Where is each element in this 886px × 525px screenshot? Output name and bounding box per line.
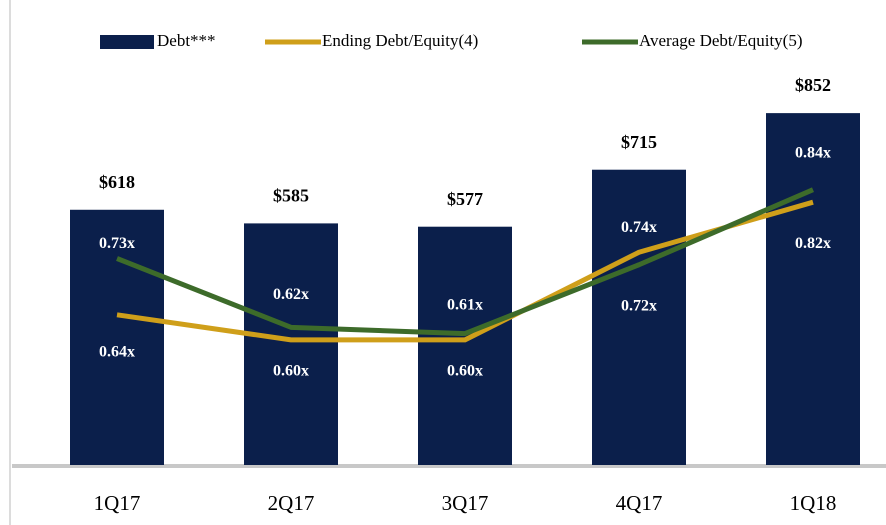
bar (244, 223, 338, 465)
value-label: 0.64x (99, 343, 135, 360)
value-label: 0.73x (99, 235, 135, 252)
legend-label: Average Debt/Equity(5) (639, 31, 802, 50)
x-tick-label: 3Q17 (442, 491, 489, 515)
line (116, 199, 814, 343)
line (116, 187, 814, 337)
legend-swatch (100, 35, 154, 49)
value-label: $577 (447, 189, 483, 209)
value-label: 0.60x (447, 363, 483, 380)
value-label: $852 (795, 75, 831, 95)
legend-label: Ending Debt/Equity(4) (322, 31, 478, 50)
x-tick-label: 1Q18 (790, 491, 837, 515)
value-label: $585 (273, 186, 309, 206)
value-label: 0.82x (795, 235, 831, 252)
value-label: 0.60x (273, 363, 309, 380)
value-label: 0.62x (273, 286, 309, 303)
value-label: $715 (621, 132, 657, 152)
x-tick-label: 2Q17 (268, 491, 315, 515)
x-tick-label: 1Q17 (94, 491, 141, 515)
bar (70, 209, 164, 465)
value-label: $618 (99, 172, 135, 192)
value-label: 0.74x (621, 219, 657, 236)
x-tick-label: 4Q17 (616, 491, 663, 515)
bar (418, 226, 512, 465)
value-label: 0.84x (795, 144, 831, 161)
legend-label: Debt*** (157, 31, 216, 50)
bar (592, 169, 686, 465)
bar (766, 113, 860, 466)
value-label: 0.72x (621, 297, 657, 314)
value-label: 0.61x (447, 296, 483, 313)
